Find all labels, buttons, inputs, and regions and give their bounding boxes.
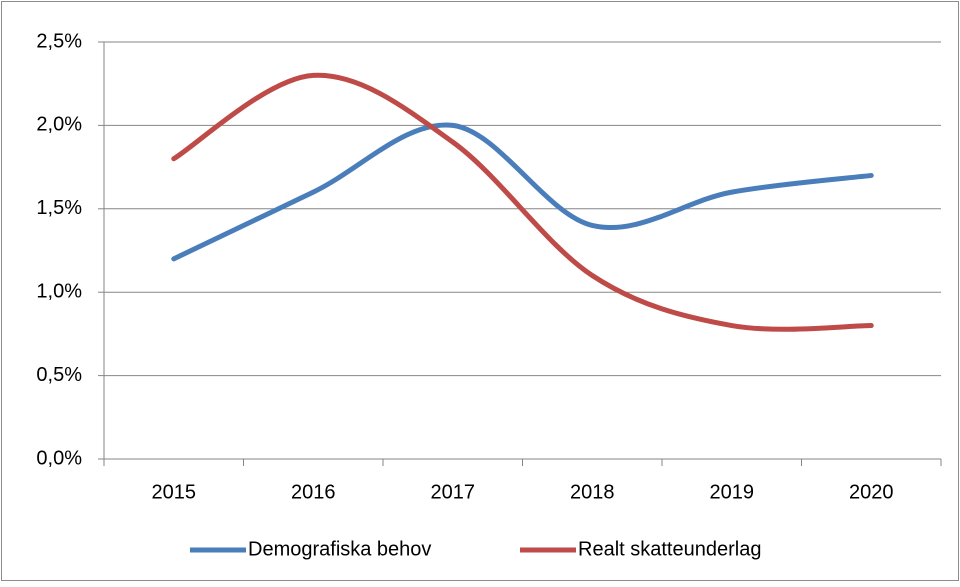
x-tick-label: 2018 — [570, 481, 615, 503]
series-line — [171, 122, 874, 262]
x-tick-label: 2017 — [431, 481, 476, 503]
y-tick-label: 0,0% — [36, 447, 82, 469]
y-tick-label: 0,5% — [36, 364, 82, 386]
legend-label: Demografiska behov — [248, 538, 431, 560]
x-tick-label: 2020 — [849, 481, 894, 503]
legend-label: Realt skatteunderlag — [578, 538, 761, 560]
y-tick-label: 2,0% — [36, 114, 82, 136]
y-tick-label: 1,5% — [36, 197, 82, 219]
x-tick-label: 2019 — [710, 481, 755, 503]
series-line — [171, 72, 874, 332]
y-tick-label: 2,5% — [36, 30, 82, 52]
x-tick-label: 2016 — [291, 481, 336, 503]
y-tick-label: 1,0% — [36, 280, 82, 302]
x-tick-label: 2015 — [152, 481, 197, 503]
